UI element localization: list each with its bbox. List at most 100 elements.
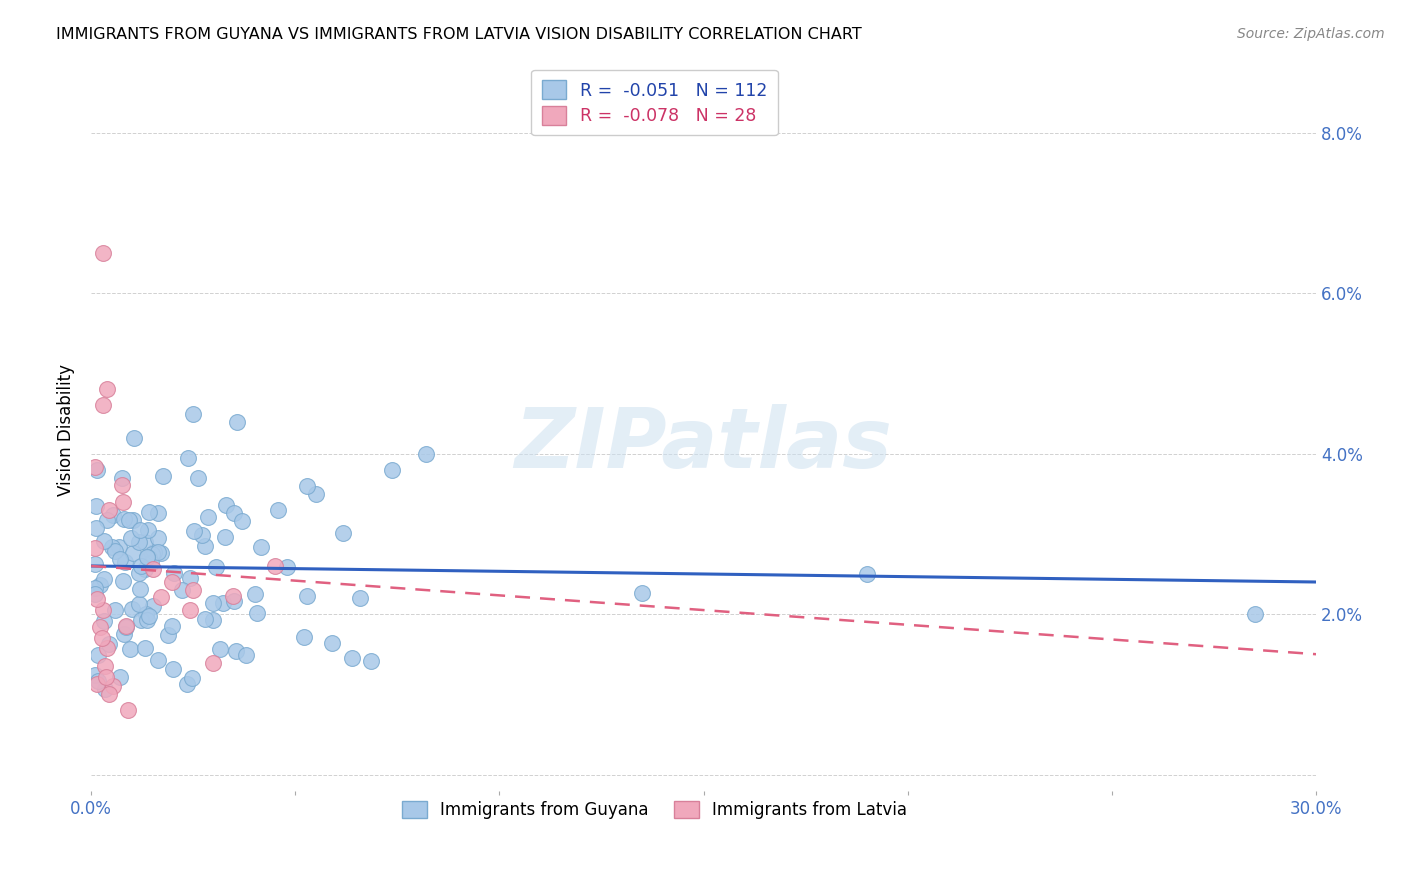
Point <box>231 514 253 528</box>
Point <box>139 556 162 570</box>
Point <box>93 615 115 629</box>
Point <box>93 572 115 586</box>
Y-axis label: Vision Disability: Vision Disability <box>58 364 75 496</box>
Point <box>208 642 231 657</box>
Point <box>129 523 152 537</box>
Point <box>94 659 117 673</box>
Point <box>89 619 111 633</box>
Point <box>112 574 135 589</box>
Point <box>98 637 121 651</box>
Point <box>96 670 118 684</box>
Point <box>111 478 134 492</box>
Point <box>101 508 124 522</box>
Point <box>197 510 219 524</box>
Point <box>181 407 204 421</box>
Point <box>108 670 131 684</box>
Point <box>93 534 115 549</box>
Point <box>205 559 228 574</box>
Point <box>138 609 160 624</box>
Point <box>129 613 152 627</box>
Text: IMMIGRANTS FROM GUYANA VS IMMIGRANTS FROM LATVIA VISION DISABILITY CORRELATION C: IMMIGRANTS FROM GUYANA VS IMMIGRANTS FRO… <box>56 27 862 42</box>
Point <box>91 602 114 616</box>
Point <box>135 550 157 565</box>
Point <box>122 513 145 527</box>
Point <box>142 545 165 559</box>
Point <box>86 674 108 689</box>
Point <box>276 560 298 574</box>
Point <box>138 551 160 566</box>
Point <box>93 246 115 260</box>
Point <box>225 644 247 658</box>
Text: ZIPatlas: ZIPatlas <box>515 403 893 484</box>
Point <box>194 539 217 553</box>
Point <box>177 451 200 466</box>
Point <box>104 603 127 617</box>
Point <box>181 582 204 597</box>
Point <box>128 566 150 581</box>
Point <box>162 661 184 675</box>
Point <box>110 551 132 566</box>
Point <box>136 550 159 565</box>
Point <box>86 463 108 477</box>
Point <box>111 471 134 485</box>
Point <box>264 558 287 573</box>
Point <box>156 627 179 641</box>
Point <box>84 521 107 535</box>
Point <box>194 612 217 626</box>
Point <box>94 682 117 697</box>
Point <box>141 547 163 561</box>
Point <box>98 687 121 701</box>
Point <box>214 530 236 544</box>
Point <box>631 586 654 600</box>
Point <box>321 636 343 650</box>
Point <box>134 562 156 576</box>
Point <box>84 459 107 474</box>
Point <box>136 613 159 627</box>
Point <box>128 597 150 611</box>
Point <box>202 657 225 671</box>
Point <box>245 606 267 620</box>
Point <box>201 613 224 627</box>
Point <box>170 582 193 597</box>
Point <box>135 607 157 621</box>
Point <box>114 555 136 569</box>
Text: Source: ZipAtlas.com: Source: ZipAtlas.com <box>1237 27 1385 41</box>
Point <box>856 566 879 581</box>
Point <box>295 479 318 493</box>
Point <box>122 431 145 445</box>
Point <box>249 540 271 554</box>
Point <box>136 523 159 537</box>
Point <box>96 513 118 527</box>
Point <box>162 566 184 580</box>
Point <box>211 596 233 610</box>
Point <box>117 703 139 717</box>
Point <box>243 587 266 601</box>
Point <box>84 541 107 555</box>
Point <box>134 641 156 656</box>
Point <box>84 667 107 681</box>
Point <box>152 468 174 483</box>
Point <box>112 627 135 641</box>
Point <box>201 596 224 610</box>
Point <box>142 562 165 576</box>
Point <box>100 540 122 554</box>
Point <box>349 591 371 605</box>
Point <box>176 676 198 690</box>
Point <box>146 545 169 559</box>
Point <box>226 415 249 429</box>
Point <box>187 471 209 485</box>
Point <box>150 591 173 605</box>
Point <box>295 589 318 603</box>
Point <box>101 679 124 693</box>
Point <box>89 578 111 592</box>
Point <box>93 399 115 413</box>
Point <box>179 602 201 616</box>
Point <box>104 544 127 558</box>
Point <box>292 630 315 644</box>
Point <box>96 383 118 397</box>
Point <box>128 535 150 549</box>
Point <box>146 531 169 545</box>
Point <box>86 592 108 607</box>
Point <box>332 525 354 540</box>
Point <box>84 557 107 571</box>
